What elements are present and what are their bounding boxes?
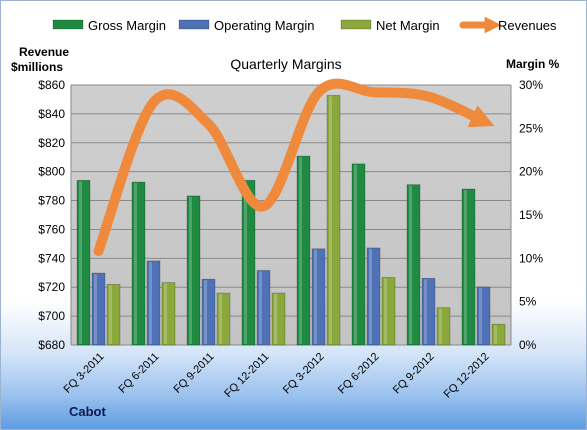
legend: Gross Margin Operating Margin Net Margin Re… bbox=[52, 16, 557, 34]
right-axis-ticks: 0% 5% 10% 15% 20% 25% 30% bbox=[519, 78, 543, 352]
gross-margin-bar bbox=[296, 155, 311, 346]
gross-margin-bar-highlight bbox=[189, 196, 192, 344]
gross-margin-legend-label: Gross Margin bbox=[88, 18, 166, 33]
operating-margin-bar-highlight bbox=[479, 287, 482, 344]
net-margin-bar bbox=[436, 307, 451, 346]
net-margin-bar bbox=[216, 292, 231, 346]
gross-margin-bar-highlight bbox=[409, 185, 412, 344]
operating-margin-bar bbox=[91, 272, 106, 346]
x-tick-label: FQ 6-2011 bbox=[117, 351, 162, 396]
left-axis-title-line1: Revenue bbox=[19, 45, 69, 59]
chart-title: Quarterly Margins bbox=[230, 56, 341, 72]
gross-margin-bar-highlight bbox=[354, 164, 357, 344]
net-margin-bar bbox=[381, 277, 396, 346]
left-axis-title-line2: $millions bbox=[11, 60, 63, 74]
net-margin-bar-highlight bbox=[439, 308, 442, 344]
right-tick-label: 10% bbox=[519, 251, 543, 265]
left-tick-label: $780 bbox=[38, 194, 65, 208]
net-margin-bar-highlight bbox=[274, 294, 277, 344]
left-tick-label: $820 bbox=[38, 136, 65, 150]
left-tick-label: $800 bbox=[38, 165, 65, 179]
net-margin-bar-highlight bbox=[109, 285, 112, 344]
net-margin-bar bbox=[106, 284, 121, 346]
right-tick-label: 15% bbox=[519, 208, 543, 222]
right-axis-title: Margin % bbox=[506, 57, 560, 71]
operating-margin-bar-highlight bbox=[149, 261, 152, 344]
gross-margin-bar-highlight bbox=[79, 181, 82, 344]
operating-margin-bar bbox=[476, 286, 491, 346]
x-axis-ticks: FQ 3-2011 FQ 6-2011 FQ 9-2011 FQ 12-2011 FQ … bbox=[62, 351, 492, 401]
x-tick-label: FQ 3-2011 bbox=[62, 351, 107, 396]
net-margin-bar bbox=[271, 292, 286, 346]
net-margin-bar-highlight bbox=[329, 96, 332, 345]
operating-margin-legend-swatch bbox=[178, 19, 210, 30]
operating-margin-bar bbox=[421, 277, 436, 346]
net-margin-bar-highlight bbox=[219, 294, 222, 344]
gross-margin-bar bbox=[131, 181, 146, 346]
right-tick-label: 0% bbox=[519, 338, 537, 352]
operating-margin-bar-highlight bbox=[259, 271, 262, 344]
right-tick-label: 25% bbox=[519, 121, 543, 135]
operating-margin-bar bbox=[201, 278, 216, 346]
x-tick-label: FQ 12-2012 bbox=[442, 351, 492, 401]
left-tick-label: $740 bbox=[38, 251, 65, 265]
operating-margin-bar bbox=[146, 260, 161, 346]
left-tick-label: $840 bbox=[38, 107, 65, 121]
revenues-line bbox=[93, 78, 495, 257]
left-tick-label: $760 bbox=[38, 222, 65, 236]
net-margin-legend-label: Net Margin bbox=[376, 18, 440, 33]
operating-margin-bar-highlight bbox=[204, 280, 207, 344]
operating-margin-legend-label: Operating Margin bbox=[214, 18, 314, 33]
net-margin-bar bbox=[161, 282, 176, 346]
right-tick-label: 20% bbox=[519, 165, 543, 179]
footer-label: Cabot bbox=[69, 404, 107, 419]
x-tick-label: FQ 6-2012 bbox=[336, 351, 382, 397]
revenue-line bbox=[93, 78, 495, 257]
left-tick-label: $680 bbox=[38, 338, 65, 352]
gross-margin-bar bbox=[406, 184, 421, 346]
bar-series bbox=[76, 95, 506, 346]
gross-margin-bar bbox=[76, 180, 91, 346]
left-tick-label: $860 bbox=[38, 78, 65, 92]
gross-margin-bar-highlight bbox=[464, 190, 467, 344]
net-margin-bar bbox=[326, 95, 341, 346]
operating-margin-bar-highlight bbox=[314, 249, 317, 344]
x-tick-label: FQ 9-2011 bbox=[172, 351, 217, 396]
net-margin-legend-swatch bbox=[340, 19, 372, 30]
gross-margin-bar-highlight bbox=[134, 183, 137, 344]
operating-margin-bar-highlight bbox=[94, 274, 97, 344]
net-margin-bar-highlight bbox=[494, 325, 497, 344]
left-axis-ticks: $680 $700 $720 $740 $760 $780 $800 $820 $840 $860 bbox=[38, 78, 65, 352]
operating-margin-bar bbox=[311, 248, 326, 346]
net-margin-bar bbox=[491, 323, 506, 346]
gross-margin-bar-highlight bbox=[299, 157, 302, 344]
gross-margin-bar bbox=[241, 180, 256, 346]
operating-margin-bar-highlight bbox=[369, 248, 372, 344]
operating-margin-bar bbox=[256, 270, 271, 346]
operating-margin-bar bbox=[366, 247, 381, 346]
x-tick-label: FQ 3-2012 bbox=[281, 351, 327, 397]
right-tick-label: 30% bbox=[519, 78, 543, 92]
gross-margin-bar bbox=[186, 195, 201, 346]
right-tick-label: 5% bbox=[519, 295, 537, 309]
operating-margin-bar-highlight bbox=[424, 279, 427, 344]
x-tick-label: FQ 12-2011 bbox=[222, 351, 271, 400]
gross-margin-bar bbox=[351, 163, 366, 346]
net-margin-bar-highlight bbox=[384, 278, 387, 344]
left-tick-label: $700 bbox=[38, 309, 65, 323]
gross-margin-legend-swatch bbox=[52, 19, 84, 30]
x-tick-label: FQ 9-2012 bbox=[391, 351, 437, 397]
revenues-legend-label: Revenues bbox=[498, 18, 557, 33]
left-tick-label: $720 bbox=[38, 280, 65, 294]
net-margin-bar-highlight bbox=[164, 283, 167, 344]
gross-margin-bar-highlight bbox=[244, 181, 247, 344]
gross-margin-bar bbox=[461, 188, 476, 346]
